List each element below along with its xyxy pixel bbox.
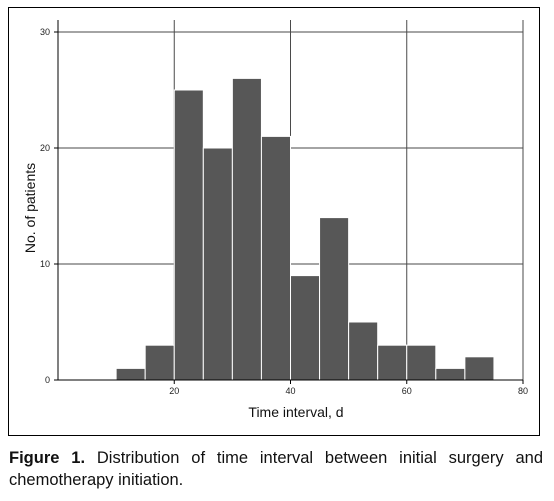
histogram-bar: [115, 367, 146, 381]
histogram-bars: [115, 77, 495, 381]
y-axis-label: No. of patients: [22, 163, 38, 253]
histogram-bar: [435, 367, 466, 381]
y-tick-label: 20: [40, 143, 50, 153]
figure-label: Figure 1.: [9, 449, 86, 467]
histogram-bar: [144, 344, 175, 381]
x-tick-label: 40: [285, 386, 295, 396]
histogram-bar: [231, 77, 262, 381]
histogram-bar: [319, 217, 350, 381]
tick-labels: 0 10 20 30 20 40 60 80: [40, 27, 528, 396]
grid-lines: [58, 20, 524, 380]
x-tick-label: 80: [518, 386, 528, 396]
histogram-bar: [348, 321, 379, 381]
figure-caption: Figure 1. Distribution of time interval …: [9, 447, 543, 491]
figure-caption-text: Distribution of time interval between in…: [9, 449, 544, 489]
histogram-bar: [173, 89, 204, 381]
histogram-bar: [202, 147, 233, 381]
histogram-bar: [260, 135, 291, 381]
histogram-bar: [406, 344, 437, 381]
axes: [54, 20, 524, 384]
x-tick-label: 20: [169, 386, 179, 396]
histogram-bar: [377, 344, 408, 381]
y-tick-label: 0: [45, 375, 50, 385]
x-axis-label: Time interval, d: [248, 404, 343, 420]
y-tick-label: 10: [40, 259, 50, 269]
x-tick-label: 60: [402, 386, 412, 396]
y-tick-label: 30: [40, 27, 50, 37]
histogram-bar: [464, 356, 495, 381]
histogram-bar: [290, 275, 321, 381]
histogram-chart: 0 10 20 30 20 40 60 80 Time interval, d No. of …: [22, 20, 528, 420]
